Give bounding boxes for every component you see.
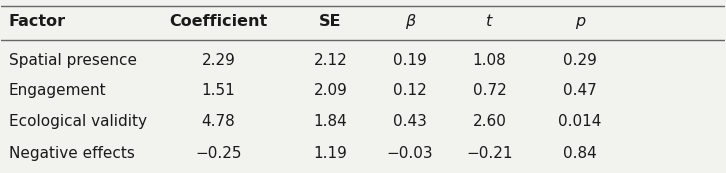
Text: Engagement: Engagement — [9, 83, 106, 98]
Text: Coefficient: Coefficient — [169, 14, 267, 29]
Text: 1.84: 1.84 — [314, 114, 347, 129]
Text: −0.25: −0.25 — [195, 146, 242, 161]
Text: 0.014: 0.014 — [558, 114, 602, 129]
Text: 0.29: 0.29 — [563, 53, 597, 69]
Text: 1.19: 1.19 — [314, 146, 348, 161]
Text: Spatial presence: Spatial presence — [9, 53, 136, 69]
Text: 0.19: 0.19 — [393, 53, 427, 69]
Text: −0.03: −0.03 — [387, 146, 433, 161]
Text: t: t — [486, 14, 493, 29]
Text: 0.47: 0.47 — [563, 83, 597, 98]
Text: 2.60: 2.60 — [473, 114, 507, 129]
Text: 0.12: 0.12 — [393, 83, 427, 98]
Text: 1.08: 1.08 — [473, 53, 507, 69]
Text: SE: SE — [319, 14, 342, 29]
Text: p: p — [575, 14, 585, 29]
Text: 0.72: 0.72 — [473, 83, 507, 98]
Text: 0.43: 0.43 — [393, 114, 427, 129]
Text: Factor: Factor — [9, 14, 66, 29]
Text: 0.84: 0.84 — [563, 146, 597, 161]
Text: Ecological validity: Ecological validity — [9, 114, 147, 129]
Text: −0.21: −0.21 — [466, 146, 513, 161]
Text: Negative effects: Negative effects — [9, 146, 134, 161]
Text: 4.78: 4.78 — [202, 114, 235, 129]
Text: 2.09: 2.09 — [314, 83, 348, 98]
Text: 1.51: 1.51 — [202, 83, 235, 98]
Text: 2.12: 2.12 — [314, 53, 347, 69]
Text: β: β — [405, 14, 415, 29]
Text: 2.29: 2.29 — [201, 53, 235, 69]
